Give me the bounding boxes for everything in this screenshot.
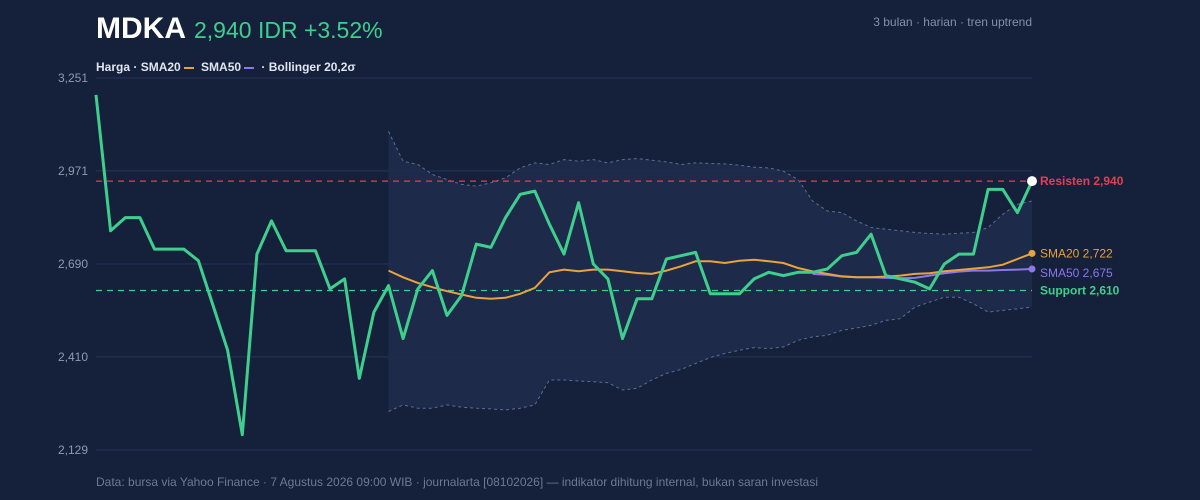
chart-header: MDKA 2,940 IDR +3.52%: [96, 12, 383, 46]
legend-sma20-swatch: [183, 66, 194, 69]
resistance-label: Resisten 2,940: [1040, 174, 1124, 188]
sma50-end-marker: [1028, 265, 1036, 273]
chart-subtitle: 3 bulan · harian · tren uptrend: [873, 15, 1032, 29]
bollinger-lower-line: [388, 296, 1033, 412]
legend-price: Harga ·: [96, 60, 138, 74]
data-source-footer: Data: bursa via Yahoo Finance · 7 Agustu…: [96, 475, 818, 489]
y-tick-label: 2,690: [58, 257, 88, 271]
last-price-marker: [1027, 176, 1037, 187]
legend-sma50: SMA50: [201, 60, 242, 74]
price-change: 2,940 IDR +3.52%: [194, 17, 383, 43]
ticker-symbol: MDKA: [96, 12, 186, 45]
support-label: Support 2,610: [1040, 284, 1120, 298]
y-tick-label: 2,410: [58, 350, 88, 364]
legend-bollinger: · Bollinger 20,2σ: [261, 60, 356, 74]
price-line: [94, 94, 1034, 437]
sma20-label: SMA20 2,722: [1040, 246, 1113, 260]
chart-legend: Harga · SMA20 SMA50 · Bollinger 20,2σ: [96, 60, 356, 74]
bollinger-upper-line: [388, 131, 1033, 235]
y-tick-label: 3,251: [58, 71, 88, 85]
sma50-label: SMA50 2,675: [1040, 266, 1113, 280]
bollinger-band-area: [388, 131, 1032, 412]
sma20-line: [388, 252, 1033, 300]
y-tick-label: 2,129: [58, 443, 88, 457]
sma20-end-marker: [1028, 249, 1036, 257]
legend-sma20: SMA20: [140, 60, 181, 74]
legend-sma50-swatch: [244, 66, 255, 69]
y-tick-label: 2,971: [58, 164, 88, 178]
